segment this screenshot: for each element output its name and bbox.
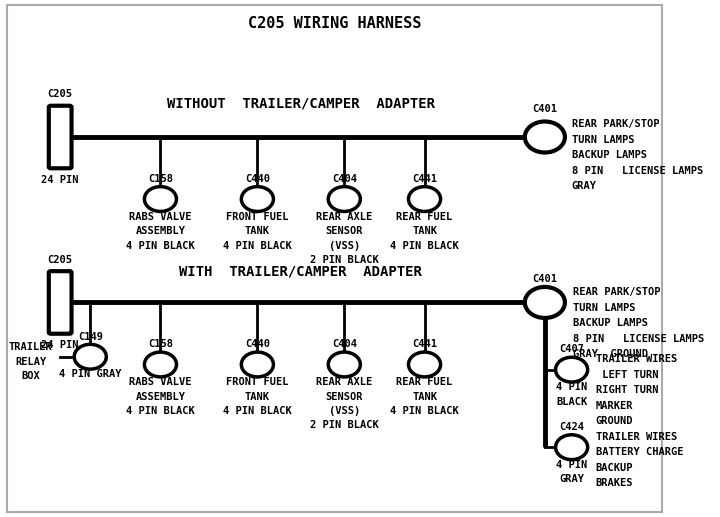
FancyBboxPatch shape: [49, 106, 71, 169]
Text: 4 PIN BLACK: 4 PIN BLACK: [223, 406, 292, 416]
Text: FRONT FUEL: FRONT FUEL: [226, 211, 289, 222]
Circle shape: [241, 352, 274, 377]
Text: C424: C424: [559, 422, 584, 432]
Text: REAR AXLE: REAR AXLE: [316, 211, 372, 222]
Circle shape: [328, 352, 360, 377]
Text: WITHOUT  TRAILER/CAMPER  ADAPTER: WITHOUT TRAILER/CAMPER ADAPTER: [167, 96, 435, 111]
Circle shape: [525, 121, 565, 153]
Text: C440: C440: [245, 339, 270, 349]
Text: C158: C158: [148, 339, 173, 349]
Circle shape: [525, 287, 565, 318]
Text: C407: C407: [559, 344, 584, 355]
Circle shape: [328, 187, 360, 211]
Text: C205 WIRING HARNESS: C205 WIRING HARNESS: [248, 16, 421, 31]
Text: REAR PARK/STOP: REAR PARK/STOP: [573, 287, 660, 297]
Text: 4 PIN BLACK: 4 PIN BLACK: [126, 240, 195, 251]
Text: GRAY: GRAY: [559, 474, 584, 484]
Text: TURN LAMPS: TURN LAMPS: [573, 302, 636, 313]
Text: C205: C205: [48, 89, 73, 99]
Text: C404: C404: [332, 339, 357, 349]
Text: C441: C441: [412, 174, 437, 184]
Text: TURN LAMPS: TURN LAMPS: [572, 134, 634, 145]
Text: REAR FUEL: REAR FUEL: [397, 377, 453, 387]
Text: C205: C205: [48, 255, 73, 265]
Text: REAR FUEL: REAR FUEL: [397, 211, 453, 222]
Circle shape: [145, 187, 176, 211]
Text: C149: C149: [78, 331, 103, 342]
Text: 4 PIN BLACK: 4 PIN BLACK: [390, 240, 459, 251]
Text: BACKUP LAMPS: BACKUP LAMPS: [573, 318, 648, 328]
Text: C404: C404: [332, 174, 357, 184]
Text: TRAILER: TRAILER: [9, 342, 53, 353]
Text: GROUND: GROUND: [595, 416, 633, 427]
Text: LEFT TURN: LEFT TURN: [595, 370, 658, 380]
Text: TANK: TANK: [245, 226, 270, 236]
Text: ASSEMBLY: ASSEMBLY: [135, 391, 186, 402]
Text: C440: C440: [245, 174, 270, 184]
Circle shape: [408, 187, 441, 211]
Text: TANK: TANK: [245, 391, 270, 402]
Text: 2 PIN BLACK: 2 PIN BLACK: [310, 420, 379, 431]
Text: BACKUP LAMPS: BACKUP LAMPS: [572, 150, 647, 160]
Text: 4 PIN: 4 PIN: [556, 382, 588, 392]
Text: RIGHT TURN: RIGHT TURN: [595, 385, 658, 396]
Circle shape: [556, 357, 588, 382]
Text: C441: C441: [412, 339, 437, 349]
Text: 24 PIN: 24 PIN: [42, 175, 79, 185]
Circle shape: [145, 352, 176, 377]
Text: 4 PIN BLACK: 4 PIN BLACK: [126, 406, 195, 416]
Circle shape: [556, 435, 588, 460]
Text: 24 PIN: 24 PIN: [42, 340, 79, 350]
Text: RELAY: RELAY: [15, 357, 46, 367]
Text: 4 PIN BLACK: 4 PIN BLACK: [223, 240, 292, 251]
Text: BOX: BOX: [22, 371, 40, 382]
FancyBboxPatch shape: [49, 271, 71, 334]
Text: RABS VALVE: RABS VALVE: [129, 377, 192, 387]
Text: ASSEMBLY: ASSEMBLY: [135, 226, 186, 236]
Text: TANK: TANK: [412, 226, 437, 236]
Text: GRAY  GROUND: GRAY GROUND: [573, 349, 648, 359]
Text: 4 PIN BLACK: 4 PIN BLACK: [390, 406, 459, 416]
Text: REAR PARK/STOP: REAR PARK/STOP: [572, 119, 659, 129]
Text: BATTERY CHARGE: BATTERY CHARGE: [595, 447, 683, 458]
Text: C401: C401: [532, 103, 557, 114]
Text: BLACK: BLACK: [556, 397, 588, 407]
Circle shape: [408, 352, 441, 377]
Text: TANK: TANK: [412, 391, 437, 402]
Text: 4 PIN GRAY: 4 PIN GRAY: [59, 369, 122, 379]
Circle shape: [74, 344, 107, 369]
Text: 4 PIN: 4 PIN: [556, 460, 588, 470]
Text: C401: C401: [532, 274, 557, 284]
Text: C158: C158: [148, 174, 173, 184]
Text: SENSOR: SENSOR: [325, 391, 363, 402]
Text: FRONT FUEL: FRONT FUEL: [226, 377, 289, 387]
Text: REAR AXLE: REAR AXLE: [316, 377, 372, 387]
Text: WITH  TRAILER/CAMPER  ADAPTER: WITH TRAILER/CAMPER ADAPTER: [179, 264, 423, 279]
Text: 8 PIN   LICENSE LAMPS: 8 PIN LICENSE LAMPS: [573, 333, 704, 344]
Circle shape: [241, 187, 274, 211]
Text: SENSOR: SENSOR: [325, 226, 363, 236]
Text: MARKER: MARKER: [595, 401, 633, 411]
Text: RABS VALVE: RABS VALVE: [129, 211, 192, 222]
Text: 8 PIN   LICENSE LAMPS: 8 PIN LICENSE LAMPS: [572, 165, 703, 176]
Text: BRAKES: BRAKES: [595, 478, 633, 489]
Text: TRAILER WIRES: TRAILER WIRES: [595, 432, 677, 442]
Text: BACKUP: BACKUP: [595, 463, 633, 473]
Text: GRAY: GRAY: [572, 181, 597, 191]
Text: 2 PIN BLACK: 2 PIN BLACK: [310, 255, 379, 265]
Text: (VSS): (VSS): [328, 240, 360, 251]
Text: TRAILER WIRES: TRAILER WIRES: [595, 354, 677, 364]
Text: (VSS): (VSS): [328, 406, 360, 416]
